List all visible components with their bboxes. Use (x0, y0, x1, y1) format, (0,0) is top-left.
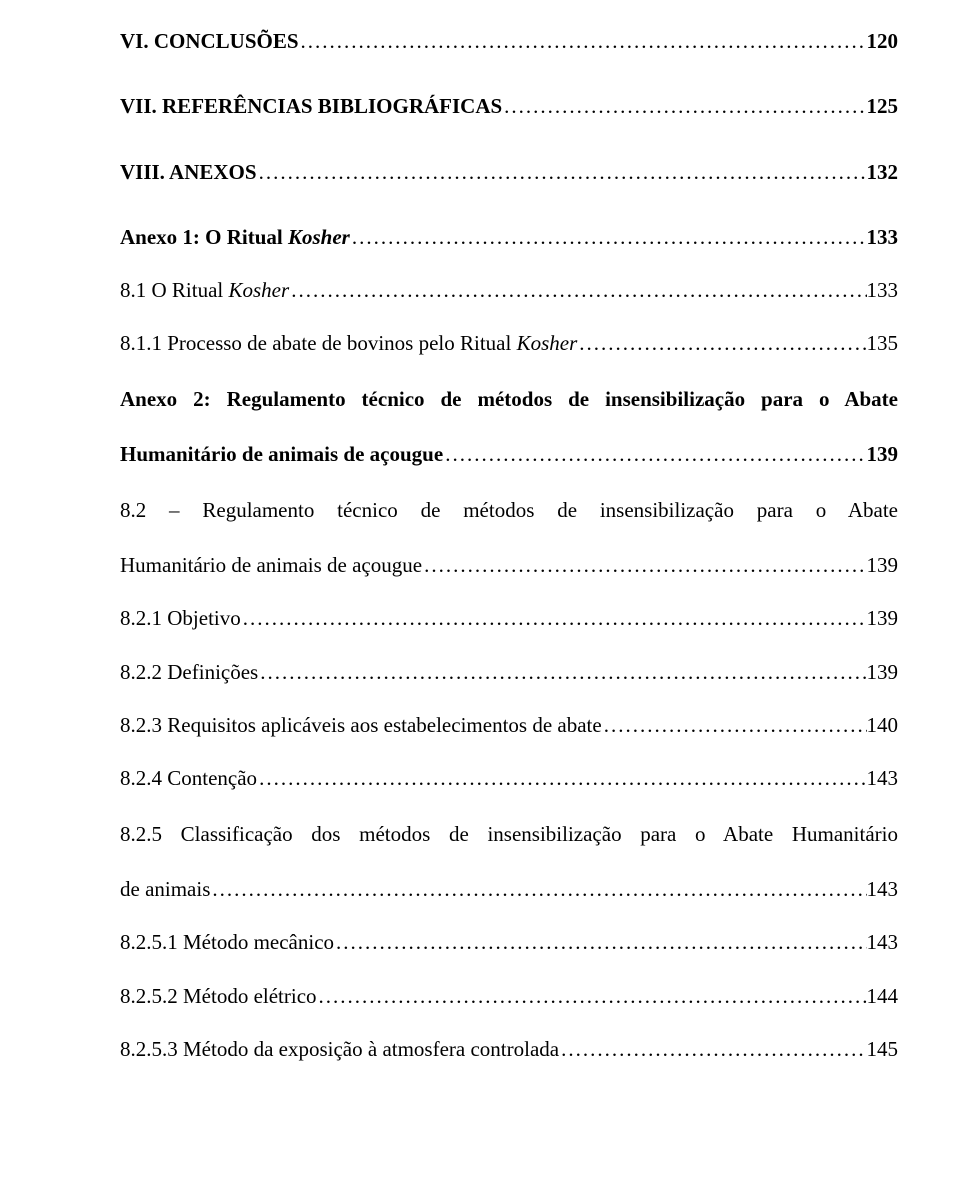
toc-label: 8.2.2 Definições (120, 659, 258, 686)
toc-entry-line2: Humanitário de animais de açougue 139 (120, 441, 898, 468)
dot-leader (289, 278, 866, 303)
toc-page-number: 125 (867, 94, 899, 119)
dot-leader (559, 1037, 866, 1062)
spacer (120, 147, 898, 159)
toc-page-number: 139 (867, 660, 899, 685)
toc-page-number: 133 (867, 278, 899, 303)
toc-label: 8.2.5.3 Método da exposição à atmosfera … (120, 1036, 559, 1063)
toc-page-number: 133 (867, 225, 899, 250)
toc-entry: 8.2.5.3 Método da exposição à atmosfera … (120, 1036, 898, 1063)
toc-label: 8.2.3 Requisitos aplicáveis aos estabele… (120, 712, 602, 739)
toc-entry: 8.2.5.2 Método elétrico 144 (120, 983, 898, 1010)
toc-prefix: VII. (120, 94, 162, 118)
toc-entry: 8.2.3 Requisitos aplicáveis aos estabele… (120, 712, 898, 739)
dot-leader (443, 442, 866, 467)
toc-label: VIII. ANEXOS (120, 159, 257, 186)
toc-title: CONCLUSÕES (154, 29, 299, 53)
toc-page-number: 135 (867, 331, 899, 356)
toc-entry-line1: 8.2.5 Classificação dos métodos de insen… (120, 819, 898, 851)
toc-label: Humanitário de animais de açougue (120, 552, 422, 579)
toc-label: VII. REFERÊNCIAS BIBLIOGRÁFICAS (120, 93, 502, 120)
toc-page-number: 143 (867, 877, 899, 902)
dot-leader (602, 713, 867, 738)
toc-page: VI. CONCLUSÕES 120 VII. REFERÊNCIAS BIBL… (0, 0, 960, 1129)
dot-leader (317, 984, 867, 1009)
toc-title-part: 8.1 O Ritual (120, 278, 229, 302)
toc-title-part: Anexo 1: O Ritual (120, 225, 288, 249)
toc-label: 8.1 O Ritual Kosher (120, 277, 289, 304)
toc-entry: 8.2.2 Definições 139 (120, 659, 898, 686)
toc-page-number: 120 (867, 29, 899, 54)
toc-entry: VIII. ANEXOS 132 (120, 159, 898, 186)
toc-entry: 8.2.5.1 Método mecânico 143 (120, 929, 898, 956)
dot-leader (257, 160, 867, 185)
toc-entry-line1: 8.2 – Regulamento técnico de métodos de … (120, 495, 898, 527)
toc-page-number: 139 (867, 442, 899, 467)
spacer (120, 212, 898, 224)
dot-leader (241, 606, 867, 631)
toc-page-number: 145 (867, 1037, 899, 1062)
toc-page-number: 140 (867, 713, 899, 738)
toc-title: REFERÊNCIAS BIBLIOGRÁFICAS (162, 94, 502, 118)
toc-entry-line1: Anexo 2: Regulamento técnico de métodos … (120, 384, 898, 416)
toc-entry: 8.2.1 Objetivo 139 (120, 605, 898, 632)
toc-label: Anexo 1: O Ritual Kosher (120, 224, 350, 251)
toc-entry: Anexo 1: O Ritual Kosher 133 (120, 224, 898, 251)
toc-page-number: 143 (867, 930, 899, 955)
dot-leader (258, 660, 866, 685)
toc-title: ANEXOS (169, 160, 257, 184)
toc-entry: VI. CONCLUSÕES 120 (120, 28, 898, 55)
toc-label: 8.2.1 Objetivo (120, 605, 241, 632)
toc-label: Humanitário de animais de açougue (120, 441, 443, 468)
toc-label: 8.2.5.1 Método mecânico (120, 929, 334, 956)
toc-entry: VII. REFERÊNCIAS BIBLIOGRÁFICAS 125 (120, 93, 898, 120)
toc-entry-line2: de animais 143 (120, 876, 898, 903)
dot-leader (210, 877, 866, 902)
dot-leader (334, 930, 866, 955)
toc-entry: 8.2.4 Contenção 143 (120, 765, 898, 792)
toc-title-part: 8.1.1 Processo de abate de bovinos pelo … (120, 331, 517, 355)
toc-label: VI. CONCLUSÕES (120, 28, 299, 55)
toc-title-italic: Kosher (288, 225, 350, 249)
toc-entry: 8.1 O Ritual Kosher 133 (120, 277, 898, 304)
dot-leader (257, 766, 866, 791)
toc-label: 8.2.4 Contenção (120, 765, 257, 792)
toc-page-number: 144 (867, 984, 899, 1009)
toc-entry-line2: Humanitário de animais de açougue 139 (120, 552, 898, 579)
toc-page-number: 132 (867, 160, 899, 185)
dot-leader (422, 553, 866, 578)
toc-prefix: VIII. (120, 160, 169, 184)
dot-leader (299, 29, 867, 54)
toc-title-italic: Kosher (517, 331, 578, 355)
spacer (120, 81, 898, 93)
toc-page-number: 139 (867, 553, 899, 578)
toc-entry: 8.1.1 Processo de abate de bovinos pelo … (120, 330, 898, 357)
toc-label: de animais (120, 876, 210, 903)
toc-label: 8.1.1 Processo de abate de bovinos pelo … (120, 330, 577, 357)
toc-page-number: 143 (867, 766, 899, 791)
dot-leader (577, 331, 866, 356)
toc-label: 8.2.5.2 Método elétrico (120, 983, 317, 1010)
toc-page-number: 139 (867, 606, 899, 631)
dot-leader (502, 94, 866, 119)
toc-title-italic: Kosher (229, 278, 290, 302)
dot-leader (350, 225, 867, 250)
toc-prefix: VI. (120, 29, 154, 53)
